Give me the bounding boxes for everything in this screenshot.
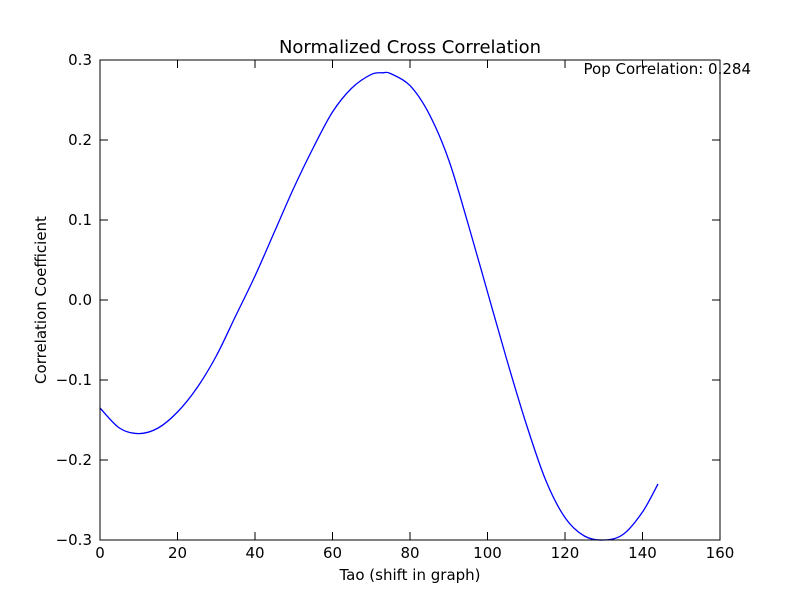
y-tick-label: −0.2: [56, 451, 92, 469]
y-axis-label: Correlation Coefficient: [32, 216, 50, 384]
x-axis-ticks: 0 20 40 60 80 100 120 140 160: [95, 60, 734, 562]
y-tick-label: 0.0: [68, 291, 92, 309]
x-tick-label: 80: [400, 544, 419, 562]
x-tick-label: 160: [706, 544, 735, 562]
x-axis-label: Tao (shift in graph): [338, 566, 480, 584]
chart-title: Normalized Cross Correlation: [279, 37, 541, 58]
y-tick-label: −0.1: [56, 371, 92, 389]
y-tick-label: −0.3: [56, 531, 92, 549]
x-tick-label: 40: [245, 544, 264, 562]
x-tick-label: 140: [628, 544, 657, 562]
y-axis-ticks: −0.3 −0.2 −0.1 0.0 0.1 0.2 0.3: [56, 51, 720, 549]
x-tick-label: 60: [323, 544, 342, 562]
correlation-series-line: [99, 71, 659, 541]
series-group: [99, 71, 659, 541]
y-tick-label: 0.3: [68, 51, 92, 69]
plot-area-frame: [99, 59, 721, 541]
x-tick-label: 100: [473, 544, 502, 562]
x-tick-label: 20: [168, 544, 187, 562]
x-tick-label: 120: [551, 544, 580, 562]
y-tick-label: 0.1: [68, 211, 92, 229]
x-tick-label: 0: [95, 544, 105, 562]
y-tick-label: 0.2: [68, 131, 92, 149]
pop-correlation-annotation: Pop Correlation: 0.284: [584, 60, 751, 78]
